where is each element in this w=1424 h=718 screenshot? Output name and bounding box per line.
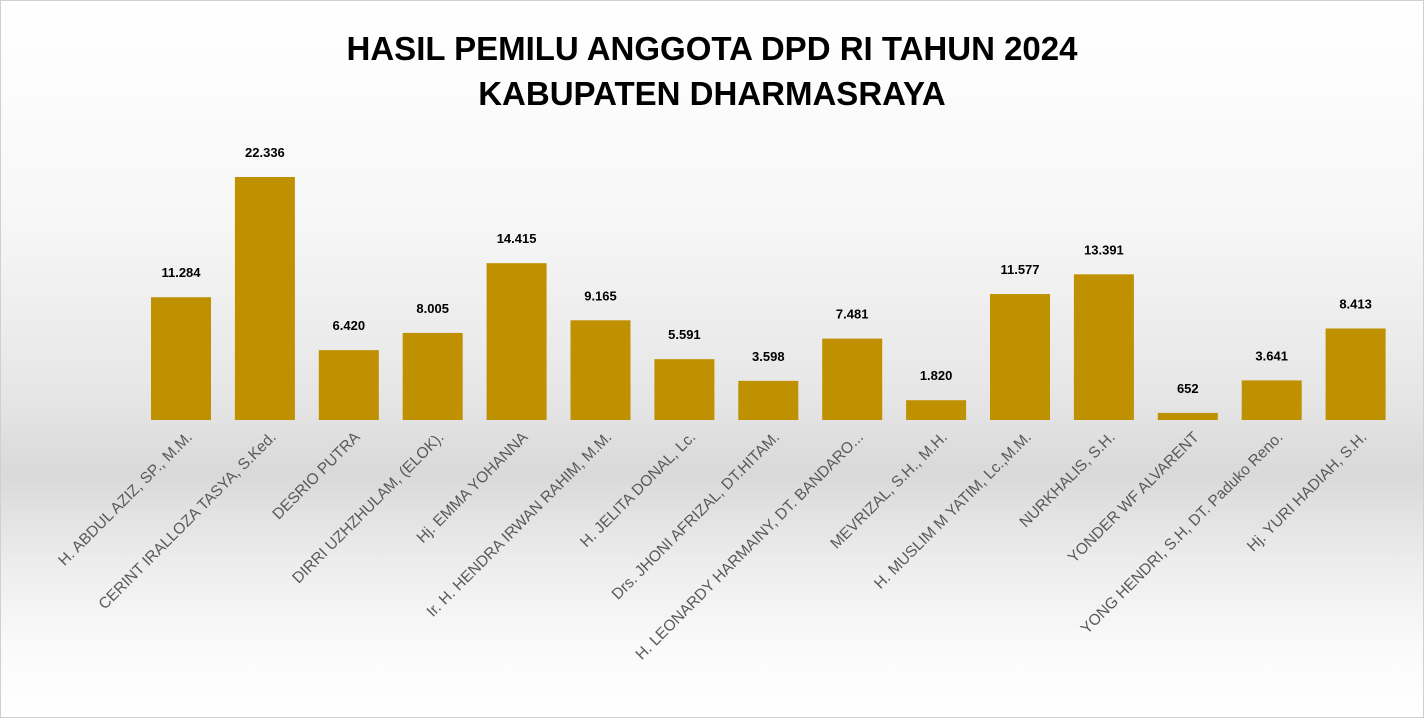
data-label: 3.641 — [1255, 348, 1288, 363]
x-tick-label: CERINT IRALLOZA TASYA, S.Ked. — [96, 429, 280, 613]
x-tick-label: H. MUSLIM M YATIM, Lc.,M.M. — [871, 429, 1035, 593]
bar — [1241, 380, 1302, 420]
bar — [990, 294, 1050, 420]
data-label: 8.005 — [416, 301, 449, 316]
bar — [654, 359, 715, 420]
data-label: 6.420 — [333, 318, 366, 333]
chart-title-line-1: HASIL PEMILU ANGGOTA DPD RI TAHUN 2024 — [346, 30, 1078, 67]
data-label: 3.598 — [752, 349, 785, 364]
bar — [1073, 274, 1134, 420]
x-tick-label: H. ABDUL AZIZ, SP., M.M. — [55, 429, 196, 570]
bar — [1157, 412, 1218, 420]
bar — [234, 177, 295, 420]
data-label: 13.391 — [1084, 242, 1124, 257]
chart-title-line-2: KABUPATEN DHARMASRAYA — [478, 75, 946, 112]
data-label: 14.415 — [497, 231, 537, 246]
bar — [486, 263, 547, 420]
bar — [1325, 328, 1386, 420]
data-label: 22.336 — [245, 145, 285, 160]
bar — [151, 297, 211, 420]
data-label: 5.591 — [668, 327, 701, 342]
bar — [906, 400, 967, 420]
data-label: 7.481 — [836, 307, 869, 322]
bar — [570, 320, 631, 420]
bar — [318, 350, 379, 420]
bar — [822, 338, 883, 420]
data-label: 1.820 — [920, 368, 953, 383]
data-label: 11.577 — [1000, 262, 1039, 277]
data-label: 11.284 — [161, 265, 201, 280]
data-label: 9.165 — [584, 288, 617, 303]
data-label: 652 — [1177, 381, 1199, 396]
x-tick-label: DESRIO PUTRA — [269, 428, 364, 523]
x-tick-label: Drs. JHONI AFRIZAL, DT.HITAM. — [609, 429, 783, 603]
bar — [738, 380, 799, 420]
x-tick-label: DIRRI UZHZHULAM, (ELOK). — [289, 429, 447, 587]
x-tick-label: Ir. H. HENDRA IRWAN RAHIM, M.M. — [424, 429, 616, 621]
chart-title: HASIL PEMILU ANGGOTA DPD RI TAHUN 2024 K… — [0, 26, 1424, 116]
bar — [402, 332, 463, 420]
data-label: 8.413 — [1339, 296, 1372, 311]
